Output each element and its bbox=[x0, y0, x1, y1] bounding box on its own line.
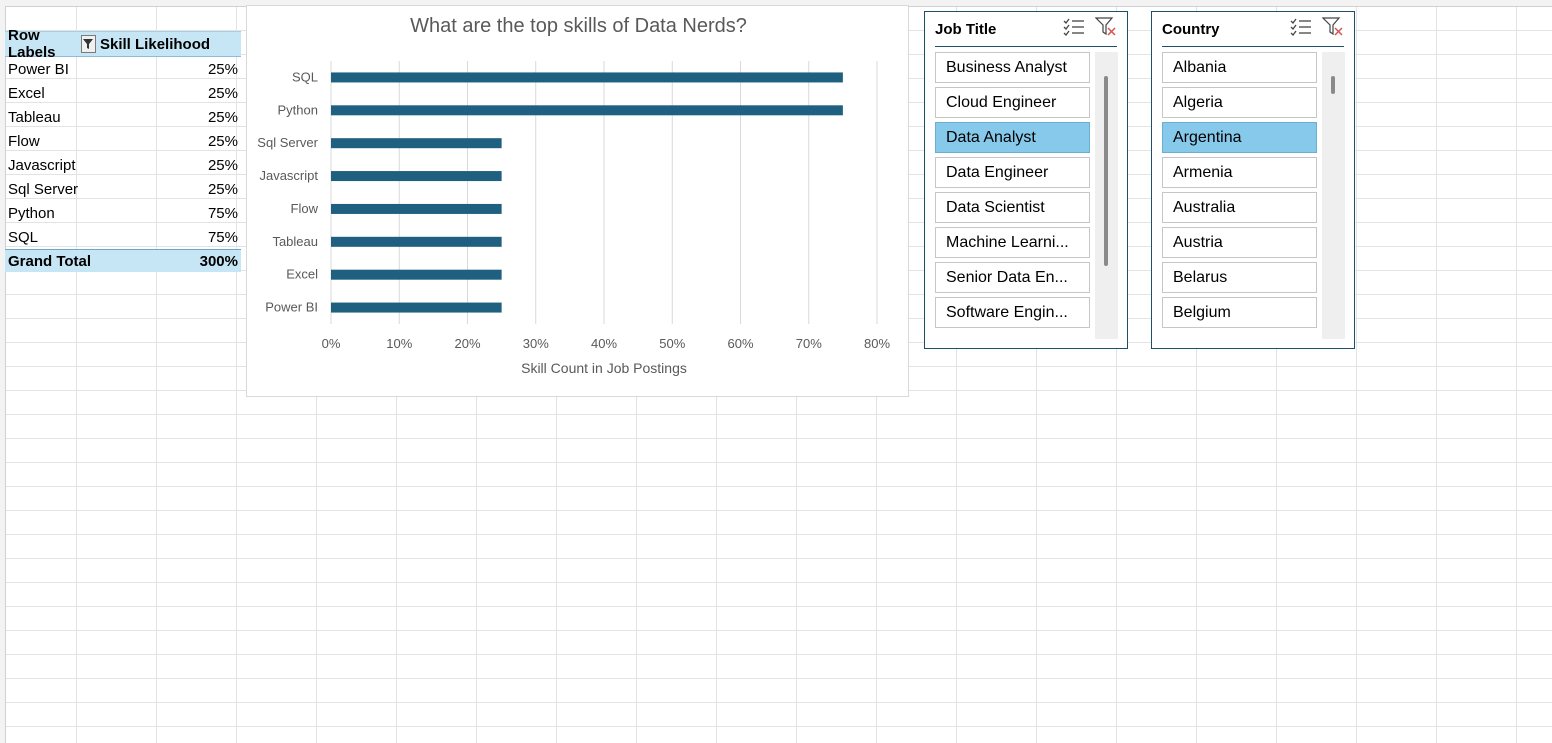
pivot-row-value: 25% bbox=[207, 156, 238, 174]
bar-power-bi[interactable] bbox=[331, 302, 502, 313]
y-category-label: Excel bbox=[286, 267, 318, 282]
grand-total-label: Grand Total bbox=[8, 252, 92, 270]
y-category-label: Python bbox=[278, 102, 318, 117]
slicer-header: Job Title bbox=[935, 12, 1117, 47]
x-tick-label: 70% bbox=[796, 336, 822, 351]
slicer-item[interactable]: Australia bbox=[1162, 192, 1317, 223]
slicer-item[interactable]: Data Scientist bbox=[935, 192, 1090, 223]
slicer-item[interactable]: Algeria bbox=[1162, 87, 1317, 118]
y-category-label: Power BI bbox=[265, 300, 318, 315]
y-category-label: Flow bbox=[291, 201, 319, 216]
x-tick-label: 80% bbox=[864, 336, 890, 351]
pivot-row-value: 25% bbox=[207, 132, 238, 150]
skill-likelihood-header: Skill Likelihood bbox=[100, 35, 211, 53]
pivot-row-label: Flow bbox=[8, 132, 40, 150]
skills-bar-chart[interactable]: What are the top skills of Data Nerds? 0… bbox=[246, 5, 909, 397]
pivot-row[interactable]: Excel 25% bbox=[5, 81, 241, 105]
country-slicer-items: Albania Algeria Argentina Armenia Australia A… bbox=[1162, 52, 1317, 332]
pivot-table: Row Labels Skill Likelihood Power BI 25% E… bbox=[5, 27, 241, 272]
pivot-row[interactable]: Flow 25% bbox=[5, 129, 241, 153]
slicer-item[interactable]: Data Engineer bbox=[935, 157, 1090, 188]
pivot-row-label: Tableau bbox=[8, 108, 61, 126]
x-tick-label: 60% bbox=[727, 336, 753, 351]
scrollbar-thumb[interactable] bbox=[1104, 76, 1108, 266]
slicer-header: Country bbox=[1162, 12, 1344, 47]
pivot-row[interactable]: SQL 75% bbox=[5, 225, 241, 249]
slicer-item[interactable]: Data Analyst bbox=[935, 122, 1090, 153]
slicer-item[interactable]: Belgium bbox=[1162, 297, 1317, 328]
pivot-row[interactable]: Power BI 25% bbox=[5, 57, 241, 81]
pivot-row[interactable]: Sql Server 25% bbox=[5, 177, 241, 201]
pivot-row-label: Sql Server bbox=[8, 180, 79, 198]
pivot-row-value: 25% bbox=[207, 60, 238, 78]
country-slicer[interactable]: Country Albania Algeria bbox=[1151, 11, 1355, 349]
slicer-item[interactable]: Machine Learni... bbox=[935, 227, 1090, 258]
x-tick-label: 10% bbox=[386, 336, 412, 351]
clear-filter-icon[interactable] bbox=[1321, 16, 1344, 42]
clear-filter-icon[interactable] bbox=[1094, 16, 1117, 42]
slicer-item[interactable]: Armenia bbox=[1162, 157, 1317, 188]
pivot-row-label: Excel bbox=[8, 84, 45, 102]
slicer-item[interactable]: Software Engin... bbox=[935, 297, 1090, 328]
x-tick-label: 0% bbox=[322, 336, 341, 351]
slicer-item[interactable]: Cloud Engineer bbox=[935, 87, 1090, 118]
y-category-label: Javascript bbox=[259, 168, 318, 183]
pivot-row-label: Javascript bbox=[8, 156, 76, 174]
multi-select-icon[interactable] bbox=[1063, 18, 1085, 41]
slicer-item[interactable]: Business Analyst bbox=[935, 52, 1090, 83]
pivot-row-value: 25% bbox=[207, 108, 238, 126]
job-title-slicer-items: Business Analyst Cloud Engineer Data Analy… bbox=[935, 52, 1090, 332]
pivot-row-label: SQL bbox=[8, 228, 39, 246]
job-title-slicer-title: Job Title bbox=[935, 20, 997, 38]
pivot-row-value: 75% bbox=[207, 228, 238, 246]
row-header-strip bbox=[0, 6, 6, 743]
y-category-label: SQL bbox=[292, 69, 318, 84]
slicer-scrollbar[interactable] bbox=[1095, 52, 1118, 339]
slicer-item[interactable]: Albania bbox=[1162, 52, 1317, 83]
pivot-row-value: 75% bbox=[207, 204, 238, 222]
row-labels-filter-button[interactable] bbox=[80, 35, 96, 53]
grand-total-value: 300% bbox=[199, 252, 238, 270]
slicer-item[interactable]: Austria bbox=[1162, 227, 1317, 258]
slicer-scrollbar[interactable] bbox=[1322, 52, 1345, 339]
row-labels-header: Row Labels bbox=[8, 27, 56, 61]
pivot-row-label: Power BI bbox=[8, 60, 69, 78]
scrollbar-thumb[interactable] bbox=[1331, 76, 1335, 94]
bar-python[interactable] bbox=[331, 105, 843, 116]
x-tick-label: 30% bbox=[523, 336, 549, 351]
pivot-grand-total-row[interactable]: Grand Total 300% bbox=[5, 249, 241, 272]
country-slicer-title: Country bbox=[1162, 20, 1220, 38]
chart-title: What are the top skills of Data Nerds? bbox=[410, 15, 747, 37]
pivot-rows: Power BI 25% Excel 25% Tableau 25% Flow 25% Java… bbox=[5, 57, 241, 249]
pivot-row[interactable]: Python 75% bbox=[5, 201, 241, 225]
multi-select-icon[interactable] bbox=[1290, 18, 1312, 41]
x-axis-title: Skill Count in Job Postings bbox=[521, 360, 687, 376]
bar-sql[interactable] bbox=[331, 72, 843, 83]
x-tick-label: 20% bbox=[454, 336, 480, 351]
job-title-slicer[interactable]: Job Title Business Ana bbox=[924, 11, 1128, 349]
x-tick-label: 50% bbox=[659, 336, 685, 351]
pivot-row-value: 25% bbox=[207, 84, 238, 102]
pivot-header-row: Row Labels Skill Likelihood bbox=[5, 27, 241, 61]
chart-plot-area: 0% 10% 20% 30% 40% 50% 60% 70% 80% SQL Python Sql S… bbox=[257, 61, 890, 376]
pivot-row[interactable]: Javascript 25% bbox=[5, 153, 241, 177]
filter-icon bbox=[83, 39, 94, 49]
y-category-label: Tableau bbox=[272, 234, 318, 249]
bar-sql-server[interactable] bbox=[331, 138, 502, 149]
slicer-item[interactable]: Senior Data En... bbox=[935, 262, 1090, 293]
pivot-row-label: Python bbox=[8, 204, 55, 222]
bar-excel[interactable] bbox=[331, 269, 502, 280]
slicer-item[interactable]: Belarus bbox=[1162, 262, 1317, 293]
y-category-label: Sql Server bbox=[257, 135, 318, 150]
x-tick-label: 40% bbox=[591, 336, 617, 351]
slicer-item[interactable]: Argentina bbox=[1162, 122, 1317, 153]
bar-flow[interactable] bbox=[331, 203, 502, 214]
bar-javascript[interactable] bbox=[331, 171, 502, 182]
bar-tableau[interactable] bbox=[331, 236, 502, 247]
pivot-row[interactable]: Tableau 25% bbox=[5, 105, 241, 129]
pivot-row-value: 25% bbox=[207, 180, 238, 198]
